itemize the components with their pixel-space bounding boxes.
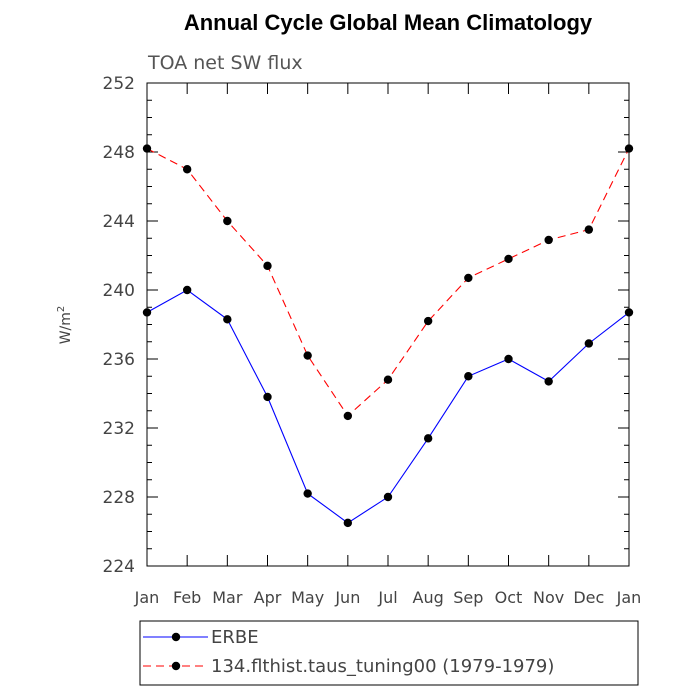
y-tick-label: 228 xyxy=(103,488,135,508)
series-2-point xyxy=(464,273,473,283)
legend-label-1: ERBE xyxy=(211,627,259,648)
x-tick-label: Jan xyxy=(616,588,642,607)
y-tick-label: 252 xyxy=(103,74,135,94)
series-2-point xyxy=(303,351,312,360)
y-axis-label-base: W/m xyxy=(58,312,74,344)
x-tick-label: May xyxy=(291,588,324,607)
legend-label-2: 134.flthist.taus_tuning00 (1979-1979) xyxy=(211,656,554,677)
series-1-point xyxy=(383,492,393,502)
series-line-1 xyxy=(146,289,630,524)
series-2-point xyxy=(504,254,513,264)
y-tick-label: 240 xyxy=(103,281,135,301)
plot-frame xyxy=(146,82,630,567)
x-tick-label: Jul xyxy=(377,588,397,607)
series-2-point xyxy=(423,316,433,326)
legend-marker-2 xyxy=(171,661,181,671)
y-tick-label: 232 xyxy=(103,419,135,439)
x-tick-label: Oct xyxy=(495,588,523,607)
series-1-point xyxy=(423,434,433,443)
series-1-point xyxy=(343,518,353,528)
legend-marker-1 xyxy=(171,632,181,642)
y-tick-label: 224 xyxy=(103,557,135,577)
y-axis-label: W/m2 xyxy=(56,306,74,345)
x-tick-label: Feb xyxy=(173,588,201,607)
legend-items: ERBE 134.flthist.taus_tuning00 (1979-1979… xyxy=(143,627,554,677)
x-tick-label: Dec xyxy=(573,588,604,607)
x-tick-label: Jan xyxy=(134,588,160,607)
series-1-point xyxy=(584,339,594,348)
series-1-point xyxy=(504,354,513,364)
x-tick-label: Nov xyxy=(533,588,564,607)
legend-box xyxy=(139,620,639,686)
y-tick-label: 244 xyxy=(103,212,135,232)
x-tick-label: Mar xyxy=(212,588,243,607)
y-axis-label-superscript: 2 xyxy=(56,306,67,312)
series-2-point xyxy=(343,411,353,421)
x-tick-label: Jun xyxy=(334,588,360,607)
x-tick-label: Apr xyxy=(254,588,282,607)
x-tick-label: Sep xyxy=(453,588,483,607)
y-tick-label: 236 xyxy=(103,350,135,370)
series-2-point xyxy=(223,216,232,226)
axis-ticks: 224 228 232 236 240 244 248 252 Jan Feb Mar Apr May J… xyxy=(103,74,642,607)
series-2-point xyxy=(544,235,553,245)
series-1-point xyxy=(544,377,553,386)
series-2-point xyxy=(584,225,594,234)
chart-title: Annual Cycle Global Mean Climatology xyxy=(184,10,593,35)
series-2-point xyxy=(182,165,192,174)
plot-series xyxy=(142,144,634,528)
series-1-point xyxy=(182,285,192,295)
series-1-point xyxy=(464,372,473,381)
series-2-point xyxy=(383,375,393,384)
y-tick-label: 248 xyxy=(103,143,135,163)
series-1-point xyxy=(263,392,272,402)
x-tick-label: Aug xyxy=(413,588,444,607)
series-2-point xyxy=(263,261,272,271)
series-1-point xyxy=(303,489,312,498)
series-1-point xyxy=(223,315,232,324)
legend: ERBE 134.flthist.taus_tuning00 (1979-1979… xyxy=(139,620,639,686)
chart-subtitle: TOA net SW flux xyxy=(147,52,303,74)
